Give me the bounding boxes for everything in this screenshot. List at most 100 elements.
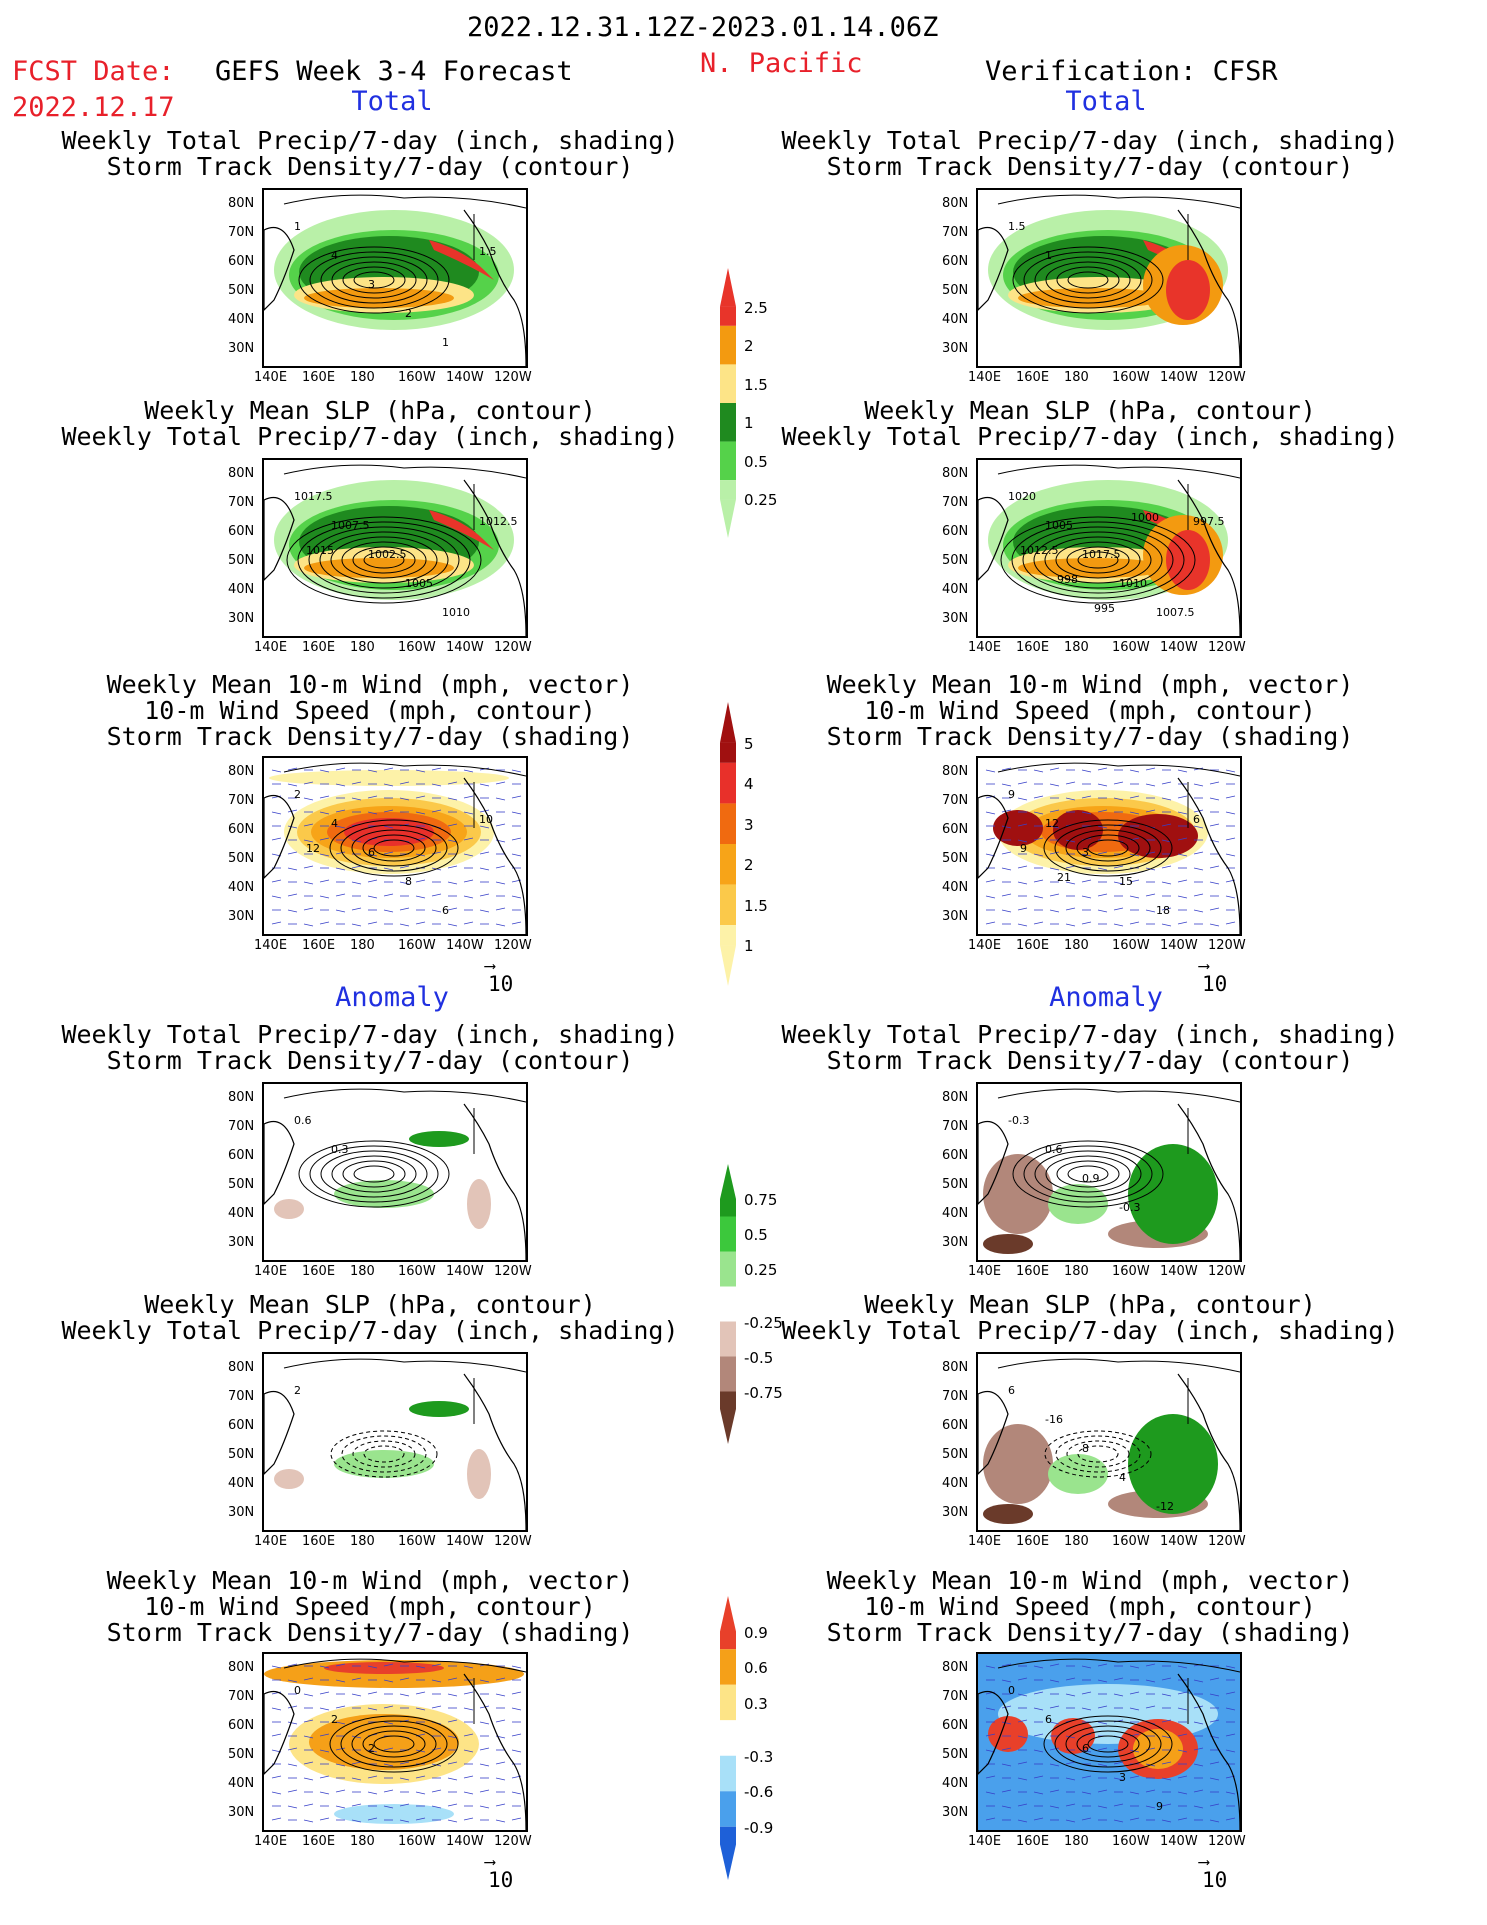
- wind-vector: [1065, 1677, 1076, 1681]
- lat-tick-label: 30N: [942, 1505, 969, 1520]
- wind-vector: [303, 1819, 314, 1823]
- lon-tick-label: 140E: [968, 370, 1002, 385]
- wind-vector: [287, 1663, 298, 1667]
- panel-title-line: Weekly Mean SLP (hPa, contour): [144, 1290, 596, 1319]
- wind-vector: [303, 1693, 314, 1697]
- colorbar-label: 0.75: [744, 1191, 778, 1209]
- arctic-coastline: [997, 762, 1240, 777]
- lon-tick-label: 120W: [494, 640, 532, 655]
- wind-vector: [1193, 1721, 1204, 1725]
- wind-vector: [1161, 781, 1172, 785]
- wind-vector: [351, 797, 362, 801]
- wind-vector: [447, 865, 458, 869]
- wind-vector: [985, 1733, 996, 1737]
- wind-vector: [383, 1747, 394, 1751]
- wind-vector: [985, 1775, 996, 1779]
- wind-vector: [511, 921, 522, 925]
- lon-tick-label: 120W: [494, 938, 532, 953]
- wind-vector: [1209, 1677, 1220, 1681]
- contour-label: 10: [479, 813, 493, 826]
- panel-title-line: 10-m Wind Speed (mph, contour): [864, 696, 1316, 725]
- section-total-left: Total: [351, 86, 433, 117]
- wind-speed-contour: [373, 839, 415, 857]
- wind-vector: [1081, 1749, 1092, 1753]
- wind-vector: [1113, 781, 1124, 785]
- lat-tick-label: 60N: [228, 254, 255, 269]
- contour-label: 0.6: [294, 1114, 312, 1127]
- wind-vector: [479, 1747, 490, 1751]
- wind-vector: [1001, 1705, 1012, 1709]
- lat-tick-label: 70N: [942, 1119, 969, 1134]
- track-shading-max: [1053, 810, 1103, 850]
- wind-vector: [1145, 1805, 1156, 1809]
- lat-tick-label: 30N: [942, 1805, 969, 1820]
- slp-contour: [1066, 1440, 1130, 1468]
- storm-track-contour: [331, 1155, 417, 1193]
- colorbar-track_total: 5 4 3 2 1.5 1: [718, 702, 808, 986]
- wind-vector: [431, 909, 442, 913]
- wind-vector: [495, 1777, 506, 1781]
- wind-vector: [319, 1791, 330, 1795]
- wind-vector: [415, 1691, 426, 1695]
- panel-title-line: Weekly Total Precip/7-day (inch, shading…: [61, 1316, 679, 1345]
- wind-vector: [431, 1679, 442, 1683]
- wind-vector: [1001, 825, 1012, 829]
- lon-tick-label: 160E: [302, 370, 336, 385]
- slp-contour: [297, 521, 471, 599]
- wind-vector: [287, 1789, 298, 1793]
- wind-vector: [1097, 1805, 1108, 1809]
- storm-track-contour: [1012, 246, 1164, 314]
- wind-vector: [303, 823, 314, 827]
- wind-vector: [1081, 795, 1092, 799]
- colorbar-swatch: [720, 403, 736, 442]
- contour-label: 1012.5: [1020, 544, 1059, 557]
- wind-vector: [1129, 895, 1140, 899]
- wind-vector: [351, 781, 362, 785]
- colorbar-label: 2.5: [744, 298, 768, 317]
- wind-vector: [1081, 1817, 1092, 1821]
- wind-vector: [287, 809, 298, 813]
- colorbar-cap: [720, 1164, 736, 1199]
- contour-label: 2: [294, 1384, 301, 1397]
- wind-vector: [319, 795, 330, 799]
- wind-vector: [1209, 923, 1220, 927]
- wind-vector: [1081, 811, 1092, 815]
- wind-vector: [1081, 769, 1092, 773]
- slp-contour: [1044, 536, 1152, 584]
- wind-vector: [335, 1663, 346, 1667]
- lon-tick-label: 140W: [1160, 370, 1198, 385]
- wind-vector: [463, 1817, 474, 1821]
- wind-vector: [319, 1691, 330, 1695]
- wind-vector: [447, 881, 458, 885]
- lon-tick-label: 120W: [1208, 1834, 1246, 1849]
- lat-tick-label: 50N: [942, 283, 969, 298]
- wind-vector: [1049, 893, 1060, 897]
- wind-vector: [1161, 1735, 1172, 1739]
- wind-vector: [1033, 1733, 1044, 1737]
- wind-vector: [1001, 1747, 1012, 1751]
- storm-track-contour: [331, 261, 417, 299]
- wind-vector: [985, 1791, 996, 1795]
- wind-vector: [463, 853, 474, 857]
- wind-vector: [335, 1721, 346, 1725]
- wind-speed-contour: [1054, 1720, 1162, 1768]
- track-anom-negative: [334, 1804, 454, 1824]
- storm-track-contour: [1045, 261, 1131, 299]
- wind-vector: [1161, 881, 1172, 885]
- wind-vector: [383, 867, 394, 871]
- colorbar-label: 4: [744, 775, 754, 794]
- lat-tick-label: 50N: [942, 1447, 969, 1462]
- colorbar-swatch: [720, 1356, 736, 1392]
- contour-label: -0.3: [1119, 1201, 1140, 1214]
- lon-tick-label: 120W: [494, 370, 532, 385]
- lat-tick-label: 80N: [942, 764, 969, 779]
- lon-tick-label: 140E: [254, 370, 288, 385]
- wind-vector: [351, 865, 362, 869]
- reference-arrow-icon: ⟶: [485, 1852, 495, 1871]
- verification-map-wind-total: 9 12 3 15 18 6 9 21: [976, 756, 1242, 936]
- lon-tick-label: 160W: [1112, 938, 1150, 953]
- wind-vector: [985, 1665, 996, 1669]
- contour-label: 0.6: [1045, 1143, 1063, 1156]
- panel-title-line: Weekly Total Precip/7-day (inch, shading…: [781, 1020, 1399, 1049]
- verification-map-precip-anom: -0.3 0.6 0.9 -0.3: [976, 1082, 1242, 1262]
